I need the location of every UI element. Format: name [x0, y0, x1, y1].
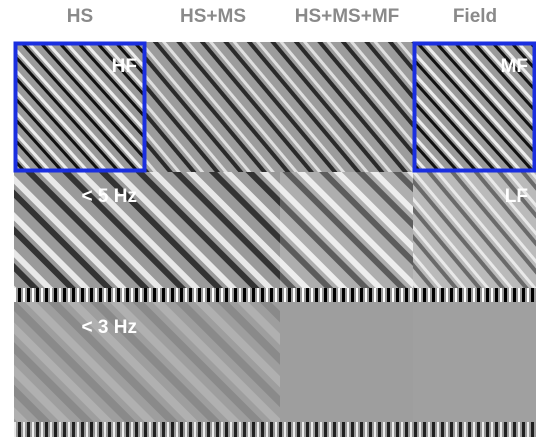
- panel-image: [413, 172, 536, 302]
- panel-image: [280, 42, 413, 172]
- panel-image: [14, 172, 146, 302]
- column-header: HS: [67, 6, 93, 27]
- panel-label: < 3 Hz: [82, 317, 137, 338]
- panel-label: HF: [112, 56, 137, 77]
- column-header: HS+MS+MF: [295, 6, 400, 27]
- panel-label: LF: [505, 186, 528, 207]
- panel-image: [413, 42, 536, 172]
- panel-image: [14, 42, 146, 172]
- column-header: Field: [453, 6, 497, 27]
- panel-image: [146, 42, 280, 172]
- panel-image: [146, 302, 280, 437]
- highlight-frame: [13, 41, 147, 173]
- panel-edge: [14, 422, 536, 437]
- panel-label: < 5 Hz: [82, 186, 137, 207]
- column-header: HS+MS: [180, 6, 246, 27]
- panel-image: [146, 172, 280, 302]
- panel-edge: [14, 288, 536, 302]
- panel-image: [280, 302, 413, 437]
- panel-image: [280, 172, 413, 302]
- panel-label: MF: [501, 56, 528, 77]
- highlight-frame: [412, 41, 536, 173]
- panel-image: [14, 302, 146, 437]
- panel-image: [413, 302, 536, 437]
